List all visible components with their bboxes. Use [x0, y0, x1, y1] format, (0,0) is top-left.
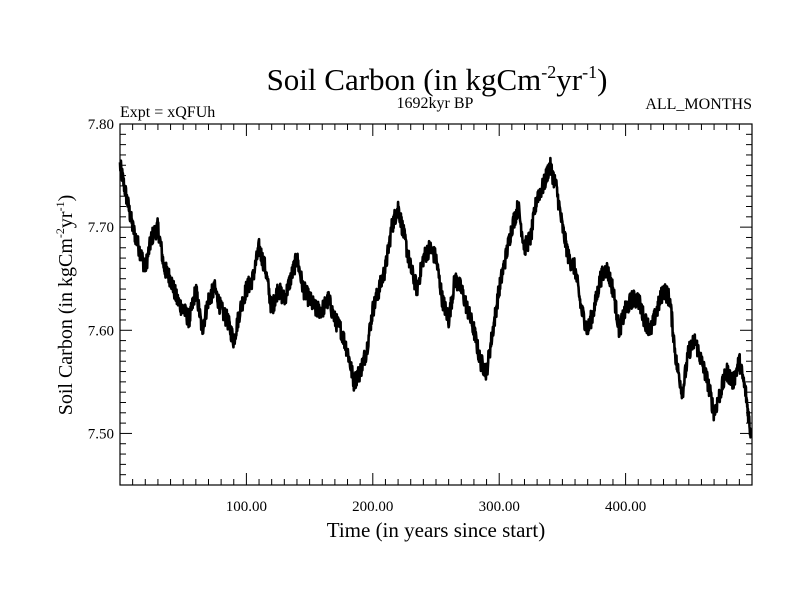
x-axis-label: Time (in years since start) — [327, 518, 546, 542]
chart-title-sup1: -2 — [541, 62, 556, 82]
y-tick-label: 7.80 — [88, 117, 114, 133]
y-tick-label: 7.50 — [88, 426, 114, 442]
y-axis-label-mid: yr — [55, 211, 77, 228]
x-tick-label: 200.00 — [352, 499, 393, 515]
chart-title: Soil Carbon (in kgCm-2yr-1) — [267, 62, 608, 97]
y-axis-label-end: ) — [55, 195, 77, 202]
x-axis-ticks — [132, 124, 740, 485]
x-axis-tick-labels: 100.00 200.00 300.00 400.00 — [226, 499, 646, 515]
y-axis-tick-labels: 7.50 7.60 7.70 7.80 — [88, 117, 114, 442]
y-axis-label-sup1: -2 — [53, 228, 67, 238]
y-tick-label: 7.60 — [88, 323, 114, 339]
y-axis-label-sup2: -1 — [53, 201, 67, 211]
x-tick-label: 100.00 — [226, 499, 267, 515]
chart-title-sup2: -1 — [582, 62, 597, 82]
period-label: 1692kyr BP — [397, 95, 474, 112]
chart-title-main: Soil Carbon (in kgCm — [267, 62, 542, 97]
x-tick-label: 400.00 — [605, 499, 646, 515]
y-axis-label: Soil Carbon (in kgCm-2yr-1) — [53, 195, 77, 416]
series-line-soil-carbon — [118, 156, 753, 439]
chart-title-end: ) — [597, 62, 607, 97]
months-label: ALL_MONTHS — [645, 96, 752, 113]
y-tick-label: 7.70 — [88, 220, 114, 236]
x-tick-label: 300.00 — [479, 499, 520, 515]
expt-label: Expt = xQFUh — [120, 104, 215, 121]
y-axis-label-main: Soil Carbon (in kgCm — [55, 238, 77, 416]
chart-title-mid: yr — [556, 62, 583, 97]
